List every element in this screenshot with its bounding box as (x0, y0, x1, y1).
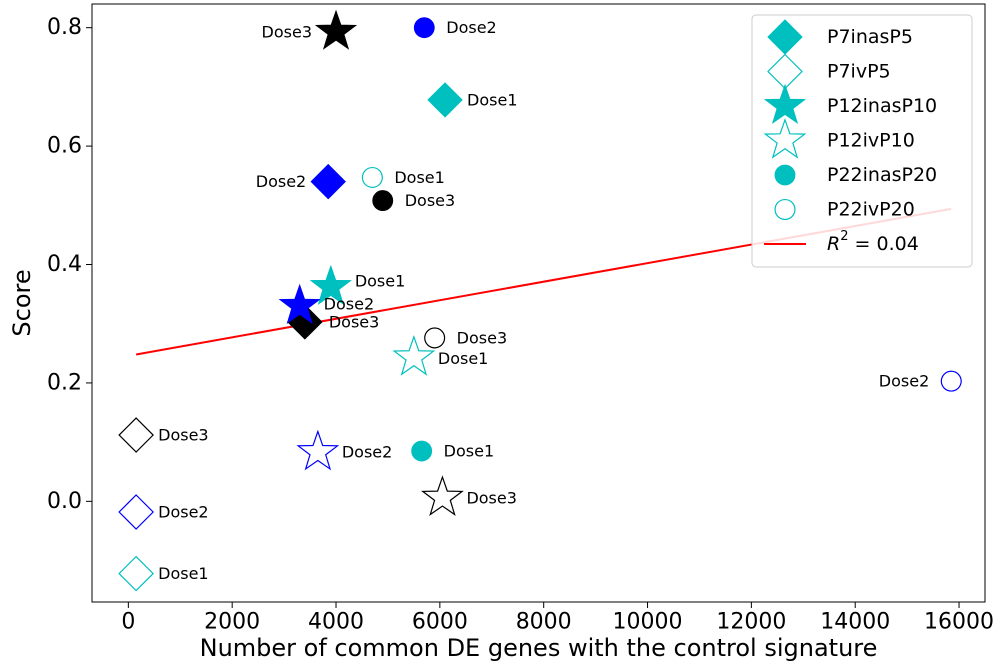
point-label-P22inasP20-Dose1: Dose1 (444, 442, 494, 461)
point-label-P22inasP20-Dose2: Dose2 (446, 18, 496, 37)
point-label-P7inasP5-Dose3: Dose3 (329, 312, 379, 331)
x-tick-label-0: 0 (121, 610, 135, 635)
point-P12ivP10-Dose1 (392, 334, 436, 376)
x-axis-label: Number of common DE genes with the contr… (200, 634, 878, 662)
point-P7inasP5-Dose1 (427, 82, 463, 118)
x-tick-label-4000: 4000 (308, 610, 364, 635)
point-P22inasP20-Dose2 (413, 17, 435, 39)
legend-marker-P12inasP10 (763, 83, 807, 124)
x-tick-label-2000: 2000 (204, 610, 260, 635)
point-label-P7ivP5-Dose2: Dose2 (158, 503, 208, 522)
x-tick-label-16000: 16000 (924, 610, 994, 635)
point-label-P12inasP10-Dose2: Dose2 (324, 294, 374, 313)
point-P22ivP20-Dose3 (424, 327, 446, 349)
point-label-P12ivP10-Dose3: Dose3 (466, 488, 516, 507)
point-label-P7inasP5-Dose2: Dose2 (256, 172, 306, 191)
legend-label-P7ivP5: P7ivP5 (827, 61, 891, 83)
point-label-P22ivP20-Dose1: Dose1 (394, 168, 444, 187)
legend-label-fit: R2 = 0.04 (827, 229, 919, 255)
point-label-P22ivP20-Dose2: Dose2 (879, 372, 929, 391)
legend-marker-P12ivP10 (763, 117, 807, 159)
x-tick-label-12000: 12000 (716, 610, 786, 635)
series-P12inasP10: Dose1 Dose2 Dose3 (262, 9, 405, 324)
series-P7ivP5: Dose1 Dose2 Dose3 (118, 417, 209, 592)
legend: P7inasP5 P7ivP5 P12inasP10 P12ivP10 P22inasP… (751, 14, 973, 268)
x-tick-label-14000: 14000 (820, 610, 890, 635)
y-tick-label-1: 0.2 (47, 370, 82, 395)
point-label-P12inasP10-Dose1: Dose1 (355, 272, 405, 291)
point-label-P12ivP10-Dose2: Dose2 (342, 443, 392, 462)
point-P12inasP10-Dose1 (309, 264, 352, 305)
point-P12ivP10-Dose3 (421, 475, 464, 517)
point-P22ivP20-Dose2 (940, 370, 962, 392)
point-P22ivP20-Dose1 (361, 166, 383, 188)
point-P22inasP20-Dose3 (372, 190, 394, 211)
y-tick-label-0: 0.0 (47, 489, 82, 514)
point-label-P22inasP20-Dose3: Dose3 (405, 191, 455, 210)
point-label-P7ivP5-Dose3: Dose3 (158, 426, 208, 445)
x-tick-label-10000: 10000 (613, 610, 683, 635)
y-tick-label-4: 0.8 (47, 15, 82, 40)
point-label-P7inasP5-Dose1: Dose1 (467, 90, 517, 109)
legend-label-P12inasP10: P12inasP10 (827, 95, 937, 117)
plot-frame (91, 3, 986, 603)
point-P7ivP5-Dose2 (118, 494, 154, 530)
point-P7ivP5-Dose3 (118, 417, 154, 453)
point-label-P7ivP5-Dose1: Dose1 (158, 564, 208, 583)
point-label-P12inasP10-Dose3: Dose3 (262, 22, 312, 41)
legend-label-P22ivP20: P22ivP20 (827, 199, 915, 221)
legend-label-P12ivP10: P12ivP10 (827, 130, 915, 152)
legend-label-P22inasP20: P22inasP20 (827, 164, 937, 186)
point-P12ivP10-Dose2 (296, 429, 340, 471)
legend-marker-P22ivP20 (774, 198, 796, 221)
x-tick-label-6000: 6000 (412, 610, 468, 635)
point-P22inasP20-Dose1 (411, 440, 433, 462)
point-P12inasP10-Dose3 (314, 9, 358, 50)
y-tick-label-3: 0.6 (47, 134, 82, 159)
point-label-P22ivP20-Dose3: Dose3 (457, 328, 507, 347)
x-tick-label-8000: 8000 (516, 610, 572, 635)
legend-marker-P22inasP20 (774, 164, 796, 186)
y-tick-label-2: 0.4 (47, 252, 82, 277)
series-P12ivP10: Dose1 Dose2 Dose3 (296, 334, 517, 517)
point-P7ivP5-Dose1 (118, 555, 154, 592)
series-P22ivP20: Dose1 Dose2 Dose3 (361, 166, 962, 392)
series-P22inasP20: Dose1 Dose2 Dose3 (372, 17, 497, 462)
point-P7inasP5-Dose2 (310, 163, 346, 200)
y-axis-label: Score (8, 269, 36, 336)
point-label-P12ivP10-Dose1: Dose1 (438, 349, 488, 368)
legend-label-P7inasP5: P7inasP5 (827, 26, 913, 48)
point-P12inasP10-Dose2 (278, 283, 321, 324)
legend-box (751, 14, 973, 268)
